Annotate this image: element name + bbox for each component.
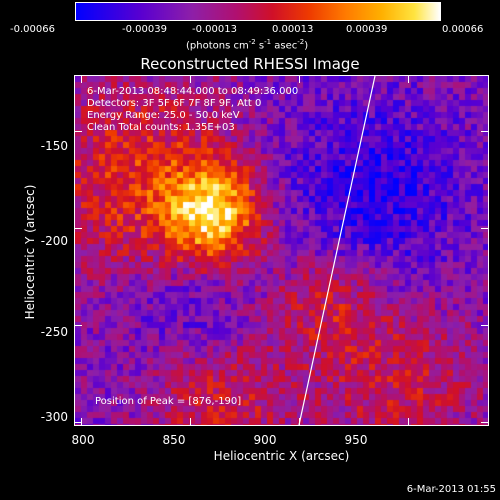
colorbar-tick-label: -0.00066 [10, 24, 55, 35]
colorbar-units: (photons cm-2 s-1 asec-2) [186, 38, 309, 52]
tick-mark [189, 418, 191, 426]
tick-mark [408, 418, 410, 426]
y-tick-label: -250 [40, 325, 68, 339]
x-axis-label: Heliocentric X (arcsec) [213, 449, 350, 463]
tick-mark [80, 418, 82, 426]
colorbar-tick-label: 0.00066 [442, 24, 484, 35]
x-tick-label: 950 [344, 433, 368, 447]
info-energy-range: Energy Range: 25.0 - 50.0 keV [87, 110, 240, 121]
info-detectors: Detectors: 3F 5F 6F 7F 8F 9F, Att 0 [87, 98, 262, 109]
colorbar-tick-label: 0.00013 [272, 24, 314, 35]
colorbar-tick-label: -0.00039 [122, 24, 167, 35]
info-time-range: 6-Mar-2013 08:48:44.000 to 08:49:36.000 [87, 86, 299, 97]
tick-mark [481, 131, 489, 133]
tick-mark [74, 422, 82, 424]
y-tick-label: -150 [40, 139, 68, 153]
colorbar-tick-label: -0.00013 [192, 24, 237, 35]
tick-mark [189, 75, 191, 83]
tick-mark [481, 422, 489, 424]
info-clean-counts: Clean Total counts: 1.35E+03 [87, 122, 235, 133]
tick-mark [408, 75, 410, 83]
tick-mark [481, 325, 489, 327]
tick-mark [74, 325, 82, 327]
tick-mark [298, 75, 300, 83]
rhessi-image [75, 76, 488, 425]
x-tick-label: 900 [253, 433, 277, 447]
y-axis-label: Heliocentric Y (arcsec) [23, 184, 37, 320]
limb-overlay [298, 76, 376, 425]
tick-mark [74, 228, 82, 230]
plot-title: Reconstructed RHESSI Image [140, 55, 360, 73]
tick-mark [80, 75, 82, 83]
tick-mark [298, 418, 300, 426]
x-tick-label: 800 [71, 433, 95, 447]
tick-mark [74, 131, 82, 133]
footer-date: 6-Mar-2013 01:55 [406, 484, 496, 495]
y-tick-label: -200 [40, 234, 68, 248]
plot-area: 6-Mar-2013 08:48:44.000 to 08:49:36.000 … [74, 75, 489, 426]
x-tick-label: 850 [162, 433, 186, 447]
peak-position: Position of Peak = [876,-190] [95, 396, 242, 407]
colorbar-tick-label: 0.00039 [346, 24, 388, 35]
y-tick-label: -300 [40, 410, 68, 424]
solar-limb-line [298, 76, 376, 425]
colorbar [75, 2, 441, 21]
tick-mark [481, 228, 489, 230]
